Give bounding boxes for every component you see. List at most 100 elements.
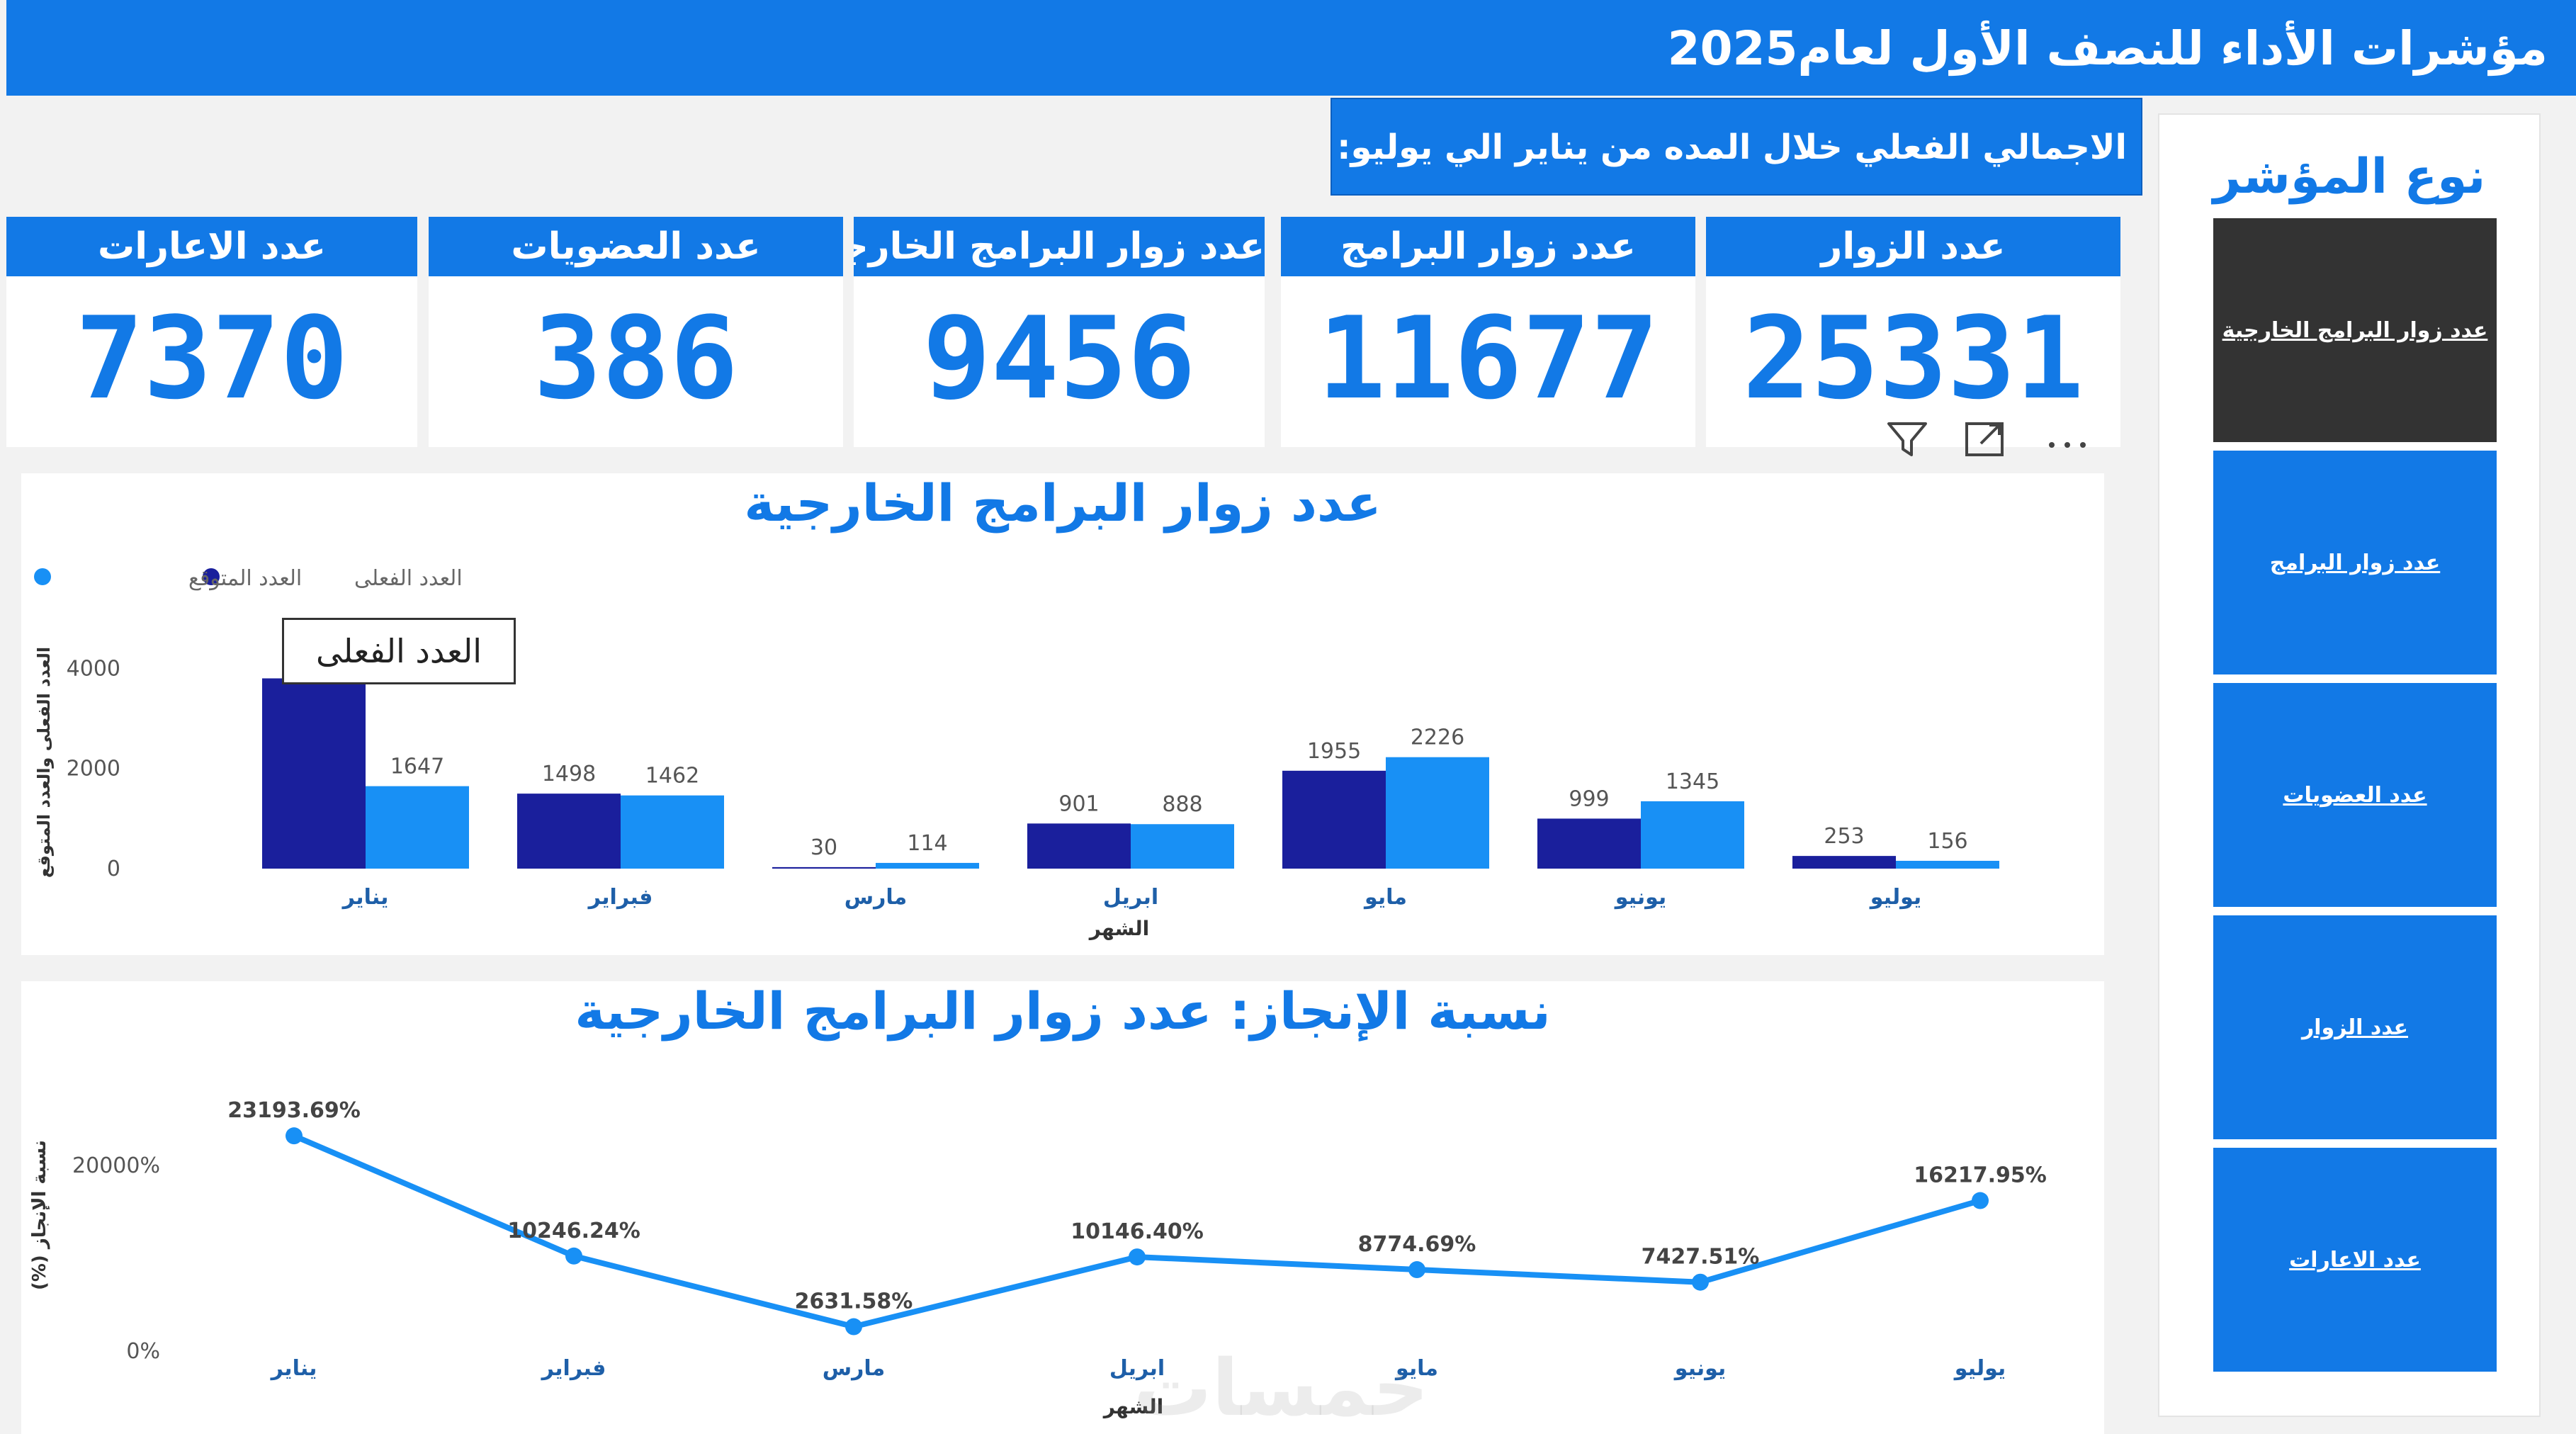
bar-expected xyxy=(1131,824,1234,869)
kpi-label: عدد زوار البرامج الخارجية xyxy=(854,217,1265,276)
bar-actual xyxy=(517,794,621,869)
y-axis-label: نسبة الإنجاز (%) xyxy=(29,1140,50,1290)
bar-actual xyxy=(262,678,366,869)
y-axis-label: العدد الفعلى والعدد المتوقع xyxy=(34,647,54,878)
focus-mode-icon[interactable] xyxy=(1962,417,2008,462)
kpi-value: 386 xyxy=(533,292,738,424)
y-tick-label: 2000 xyxy=(67,757,120,781)
x-tick-label: مارس xyxy=(844,885,908,910)
legend-label-expected: العدد المتوقع xyxy=(188,566,302,591)
bar-chart-panel: عدد زوار البرامج الخارجية العدد الفعلى ال… xyxy=(21,473,2104,955)
legend-marker-expected xyxy=(34,568,51,585)
data-label-actual: 1498 xyxy=(542,762,596,786)
x-tick-label: يونيو xyxy=(1673,1356,1726,1381)
y-tick-label: 0 xyxy=(107,857,120,881)
data-label-expected: 156 xyxy=(1927,829,1967,854)
x-tick-label: ابريل xyxy=(1109,1356,1165,1381)
data-point xyxy=(286,1127,303,1145)
x-axis-label: الشهر xyxy=(1088,917,1150,940)
dashboard-header: مؤشرات الأداء للنصف الأول لعام2025 xyxy=(6,0,2576,96)
x-tick-label: يونيو xyxy=(1614,885,1666,910)
line-chart-title: نسبة الإنجاز: عدد زوار البرامج الخارجية xyxy=(575,981,1551,1041)
x-tick-label: مايو xyxy=(1394,1356,1438,1381)
slicer-item-memberships[interactable]: عدد العضويات xyxy=(2213,683,2497,907)
kpi-label: عدد الزوار xyxy=(1706,217,2120,276)
kpi-label: عدد زوار البرامج xyxy=(1281,217,1695,276)
bar-expected xyxy=(1386,757,1489,869)
x-tick-label: يناير xyxy=(341,885,389,910)
data-label: 10246.24% xyxy=(507,1219,640,1243)
x-tick-label: ابريل xyxy=(1103,885,1158,910)
period-banner: الاجمالي الفعلي خلال المده من يناير الي … xyxy=(1331,98,2142,196)
data-label-expected: 1647 xyxy=(390,755,444,779)
line-chart: 0% 20000% نسبة الإنجاز (%) 23193.69% يناير 10… xyxy=(29,1098,2047,1418)
data-point xyxy=(845,1318,862,1336)
data-label: 8774.69% xyxy=(1358,1232,1476,1257)
data-label: 16217.95% xyxy=(1914,1163,2047,1188)
bar-expected xyxy=(876,862,979,869)
kpi-value: 9456 xyxy=(922,292,1196,424)
y-tick-label: 4000 xyxy=(67,656,120,681)
bar-expected xyxy=(366,786,469,869)
data-label: 7427.51% xyxy=(1642,1245,1760,1270)
kpi-card-program-visitors: عدد زوار البرامج 11677 xyxy=(1281,217,1695,447)
data-point xyxy=(1408,1261,1425,1279)
kpi-value: 7370 xyxy=(75,292,349,424)
bar-chart: العدد الفعلى العدد المتوقع 0 2000 4000 العدد … xyxy=(34,566,1999,940)
data-label-expected: 114 xyxy=(907,831,947,856)
visual-header-toolbar xyxy=(1877,411,2111,468)
slicer-title: نوع المؤشر xyxy=(2213,149,2486,205)
data-label-expected: 888 xyxy=(1162,792,1202,817)
more-options-icon[interactable] xyxy=(2045,417,2090,462)
period-banner-text: الاجمالي الفعلي خلال المده من يناير الي … xyxy=(1337,128,2127,167)
bar-actual xyxy=(1537,818,1641,869)
line-chart-panel: نسبة الإنجاز: عدد زوار البرامج الخارجية … xyxy=(21,981,2104,1434)
data-label: 10146.40% xyxy=(1070,1219,1204,1244)
data-point xyxy=(1972,1192,1989,1209)
chart-tooltip: العدد الفعلى xyxy=(282,618,516,684)
x-tick-label: يناير xyxy=(270,1356,317,1381)
watermark: خمسات xyxy=(1134,1343,1429,1433)
bar-expected xyxy=(621,795,724,869)
data-point xyxy=(1129,1248,1146,1266)
x-tick-label: فبراير xyxy=(541,1356,606,1381)
data-label-actual: 999 xyxy=(1569,786,1609,811)
bar-actual xyxy=(772,866,876,869)
data-point xyxy=(1692,1273,1709,1291)
kpi-card-external-program-visitors: عدد زوار البرامج الخارجية 9456 xyxy=(854,217,1265,447)
data-label-expected: 2226 xyxy=(1411,726,1464,750)
kpi-label: عدد الاعارات xyxy=(6,217,417,276)
data-label: 2631.58% xyxy=(795,1289,913,1314)
kpi-card-loans: عدد الاعارات 7370 xyxy=(6,217,417,447)
filter-icon[interactable] xyxy=(1885,417,1930,462)
bar-expected xyxy=(1896,860,1999,869)
bar-actual xyxy=(1027,823,1131,869)
slicer-item-external-program-visitors[interactable]: عدد زوار البرامج الخارجية xyxy=(2213,218,2497,442)
data-label-actual: 253 xyxy=(1824,824,1864,849)
kpi-value: 25331 xyxy=(1742,292,2084,424)
y-tick-label: 0% xyxy=(126,1339,160,1364)
data-label-actual: 30 xyxy=(810,835,837,860)
x-tick-label: يوليو xyxy=(1953,1356,2006,1381)
indicator-slicer: نوع المؤشر عدد زوار البرامج الخارجية عدد… xyxy=(2158,113,2541,1417)
slicer-item-visitors[interactable]: عدد الزوار xyxy=(2213,915,2497,1139)
slicer-item-program-visitors[interactable]: عدد زوار البرامج xyxy=(2213,451,2497,674)
bar-actual xyxy=(1792,856,1896,869)
legend-marker-actual xyxy=(203,568,220,585)
x-axis-label: الشهر xyxy=(1102,1395,1164,1418)
kpi-card-memberships: عدد العضويات 386 xyxy=(429,217,843,447)
x-tick-label: مارس xyxy=(823,1356,886,1381)
data-label-expected: 1462 xyxy=(645,764,699,789)
x-tick-label: يوليو xyxy=(1869,885,1921,910)
data-label-actual: 901 xyxy=(1058,791,1099,816)
kpi-card-visitors: عدد الزوار 25331 xyxy=(1706,217,2120,447)
kpi-value: 11677 xyxy=(1317,292,1659,424)
y-tick-label: 20000% xyxy=(72,1153,160,1178)
x-tick-label: مايو xyxy=(1363,885,1407,910)
x-tick-label: فبراير xyxy=(587,885,653,910)
bar-actual xyxy=(1282,770,1386,869)
bar-expected xyxy=(1641,801,1744,869)
legend-label-actual: العدد الفعلى xyxy=(354,566,463,591)
slicer-item-loans[interactable]: عدد الاعارات xyxy=(2213,1148,2497,1372)
page-title: مؤشرات الأداء للنصف الأول لعام2025 xyxy=(1667,21,2548,76)
